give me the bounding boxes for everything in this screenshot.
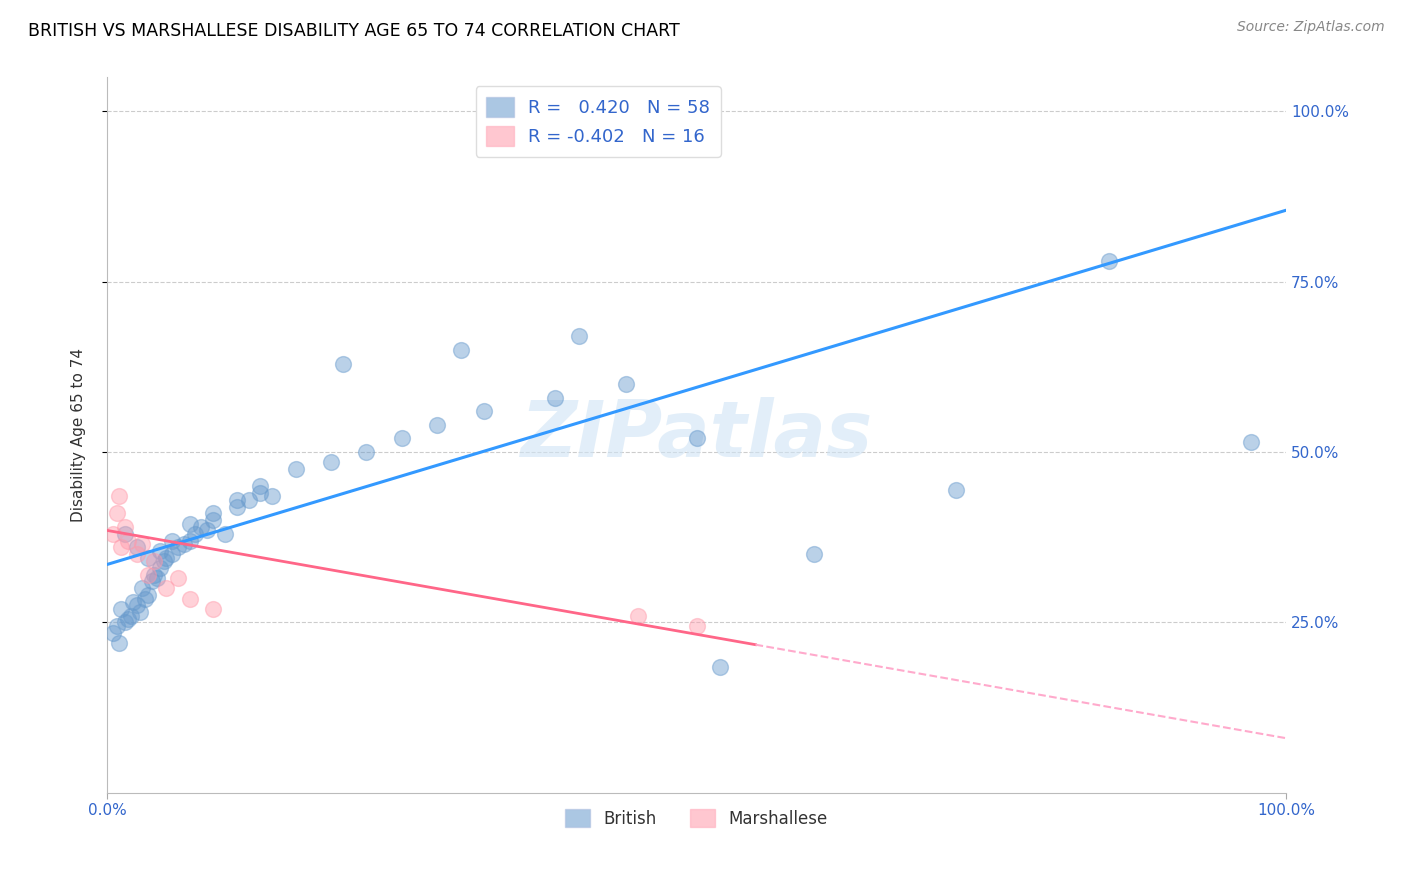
Point	[149, 561, 172, 575]
Point	[544, 391, 567, 405]
Point	[166, 541, 188, 555]
Point	[202, 601, 225, 615]
Point	[614, 376, 637, 391]
Legend: British, Marshallese: British, Marshallese	[558, 803, 834, 834]
Point	[155, 582, 177, 596]
Point	[319, 455, 342, 469]
Point	[131, 582, 153, 596]
Point	[179, 516, 201, 531]
Point	[945, 483, 967, 497]
Point	[173, 537, 195, 551]
Point	[225, 492, 247, 507]
Point	[225, 500, 247, 514]
Point	[249, 479, 271, 493]
Point	[125, 547, 148, 561]
Point	[284, 462, 307, 476]
Text: Source: ZipAtlas.com: Source: ZipAtlas.com	[1237, 20, 1385, 34]
Point	[152, 554, 174, 568]
Point	[214, 526, 236, 541]
Point	[195, 524, 218, 538]
Point	[143, 554, 166, 568]
Point	[117, 612, 139, 626]
Point	[105, 619, 128, 633]
Point	[155, 550, 177, 565]
Point	[110, 601, 132, 615]
Point	[249, 486, 271, 500]
Point	[108, 489, 131, 503]
Point	[149, 544, 172, 558]
Text: ZIPatlas: ZIPatlas	[520, 397, 873, 473]
Point	[105, 507, 128, 521]
Point	[391, 432, 413, 446]
Point	[685, 619, 707, 633]
Point	[138, 550, 160, 565]
Point	[117, 533, 139, 548]
Point	[568, 329, 591, 343]
Point	[179, 591, 201, 606]
Point	[262, 489, 284, 503]
Point	[125, 599, 148, 613]
Point	[685, 432, 707, 446]
Point	[202, 513, 225, 527]
Point	[141, 574, 163, 589]
Point	[160, 547, 183, 561]
Point	[134, 591, 156, 606]
Point	[114, 520, 136, 534]
Point	[166, 571, 188, 585]
Point	[179, 533, 201, 548]
Point	[472, 404, 495, 418]
Point	[356, 445, 378, 459]
Point	[238, 492, 260, 507]
Point	[332, 357, 354, 371]
Point	[450, 343, 472, 357]
Point	[131, 537, 153, 551]
Point	[184, 526, 207, 541]
Text: BRITISH VS MARSHALLESE DISABILITY AGE 65 TO 74 CORRELATION CHART: BRITISH VS MARSHALLESE DISABILITY AGE 65…	[28, 22, 681, 40]
Point	[101, 625, 124, 640]
Point	[202, 507, 225, 521]
Point	[114, 615, 136, 630]
Y-axis label: Disability Age 65 to 74: Disability Age 65 to 74	[72, 348, 86, 522]
Point	[1239, 434, 1261, 449]
Point	[1098, 254, 1121, 268]
Point	[709, 659, 731, 673]
Point	[143, 567, 166, 582]
Point	[145, 571, 167, 585]
Point	[138, 588, 160, 602]
Point	[122, 595, 145, 609]
Point	[125, 541, 148, 555]
Point	[108, 636, 131, 650]
Point	[160, 533, 183, 548]
Point	[129, 605, 152, 619]
Point	[138, 567, 160, 582]
Point	[426, 417, 449, 432]
Point	[190, 520, 212, 534]
Point	[114, 526, 136, 541]
Point	[803, 547, 825, 561]
Point	[110, 541, 132, 555]
Point	[120, 608, 142, 623]
Point	[101, 526, 124, 541]
Point	[626, 608, 648, 623]
